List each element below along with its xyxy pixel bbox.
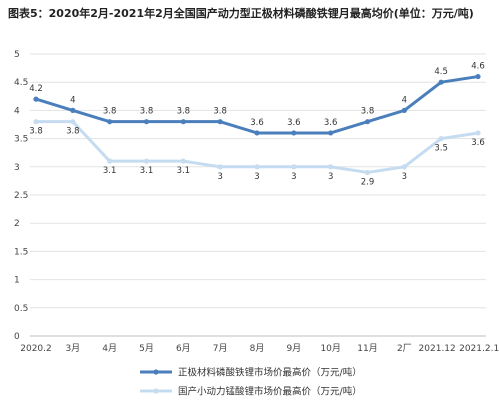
data-point (328, 164, 334, 170)
data-label: 3 (328, 172, 333, 182)
data-label: 4.6 (471, 62, 485, 72)
data-label: 3.6 (287, 118, 301, 128)
data-label: 3 (217, 172, 222, 182)
x-tick-label: 2厂 (397, 343, 412, 354)
data-point (180, 119, 186, 125)
y-tick-label: 2 (14, 219, 20, 229)
data-label: 3.8 (29, 127, 43, 137)
x-tick-label: 5月 (139, 343, 154, 354)
data-point (401, 107, 407, 113)
data-point (254, 130, 260, 136)
data-point (33, 119, 39, 125)
data-point (438, 79, 444, 85)
y-tick-label: 1 (14, 276, 20, 286)
data-point (107, 119, 113, 125)
y-tick-label: 0 (14, 332, 20, 342)
data-label: 3 (254, 172, 259, 182)
series-layer: 4.2 4 3.8 3.8 3.8 3.8 3.6 3.6 3.6 3.8 4 4.5 4.6 3.8 3.… (29, 62, 485, 188)
data-label: 3.8 (177, 107, 191, 117)
data-label: 3.6 (324, 118, 338, 128)
y-axis-ticks: 0 0.5 1 1.5 2 2.5 3 3.5 4 4.5 5 (14, 50, 28, 342)
chart-title: 图表5：2020年2月-2021年2月全国国产动力型正极材料磷酸铁锂月最高均价(… (8, 7, 474, 20)
y-tick-label: 2.5 (14, 191, 28, 201)
legend-marker (153, 369, 159, 375)
data-point (475, 130, 481, 136)
y-tick-label: 4 (14, 106, 20, 116)
data-point (364, 169, 371, 176)
data-label: 2.9 (361, 177, 375, 187)
data-label: 4.5 (434, 67, 448, 77)
data-point (438, 136, 444, 142)
legend-entry: 正极材料磷酸铁锂市场价最高价（万元/吨） (178, 367, 362, 379)
x-tick-label: 10月 (320, 343, 340, 354)
data-point (107, 158, 113, 164)
x-axis-ticks: 2020.2 3月 4月 5月 6月 7月 8月 9月 10月 11月 2厂 2021.12 2021.… (20, 343, 499, 354)
data-label: 4 (402, 95, 407, 105)
x-tick-label: 11月 (357, 343, 377, 354)
x-tick-label: 9月 (286, 343, 301, 354)
data-label: 3 (291, 172, 296, 182)
y-tick-label: 3.5 (14, 135, 28, 145)
x-tick-label: 2021.12 (419, 344, 456, 354)
legend-entry: 国产小动力锰酸锂市场价最高价（万元/吨） (178, 386, 362, 398)
x-tick-label: 4月 (102, 343, 117, 354)
data-label: 4.2 (29, 84, 43, 94)
data-label: 3.6 (471, 138, 485, 148)
data-label: 3.8 (66, 127, 80, 137)
data-point (217, 119, 223, 125)
data-label: 3.8 (103, 107, 117, 117)
data-label: 3.6 (250, 118, 264, 128)
data-label: 3.5 (434, 144, 448, 154)
x-tick-label: 7月 (213, 343, 228, 354)
data-label: 3.8 (361, 107, 375, 117)
data-point (143, 158, 150, 164)
data-label: 3.1 (140, 166, 154, 176)
data-point (180, 158, 186, 164)
data-point (70, 107, 76, 113)
legend-marker (153, 388, 159, 394)
data-label: 3 (402, 172, 407, 182)
x-tick-label: 2020.2 (20, 344, 52, 354)
data-label: 3.8 (213, 107, 227, 117)
x-tick-label: 6月 (176, 343, 191, 354)
data-label: 3.1 (103, 166, 117, 176)
gridlines (30, 53, 486, 337)
data-label: 4 (70, 95, 75, 105)
data-point (475, 73, 481, 80)
data-point (217, 164, 223, 170)
data-label: 3.1 (177, 166, 191, 176)
y-tick-label: 1.5 (14, 247, 28, 257)
y-tick-label: 0.5 (14, 304, 28, 314)
data-point (143, 119, 150, 125)
y-tick-label: 4.5 (14, 78, 28, 88)
data-point (291, 164, 297, 170)
data-point (70, 119, 76, 125)
data-point (364, 119, 371, 125)
data-point (328, 130, 334, 136)
data-point (254, 164, 260, 170)
data-point (33, 96, 39, 102)
legend: 正极材料磷酸铁锂市场价最高价（万元/吨） 国产小动力锰酸锂市场价最高价（万元/吨） (140, 367, 362, 398)
x-tick-label: 8月 (250, 343, 265, 354)
y-tick-label: 5 (14, 50, 20, 60)
x-tick-label: 2021.2.19 (459, 344, 499, 354)
x-tick-label: 3月 (65, 343, 80, 354)
data-point (291, 130, 297, 136)
data-point (401, 164, 407, 170)
y-tick-label: 3 (14, 163, 20, 173)
data-label: 3.8 (140, 107, 154, 117)
